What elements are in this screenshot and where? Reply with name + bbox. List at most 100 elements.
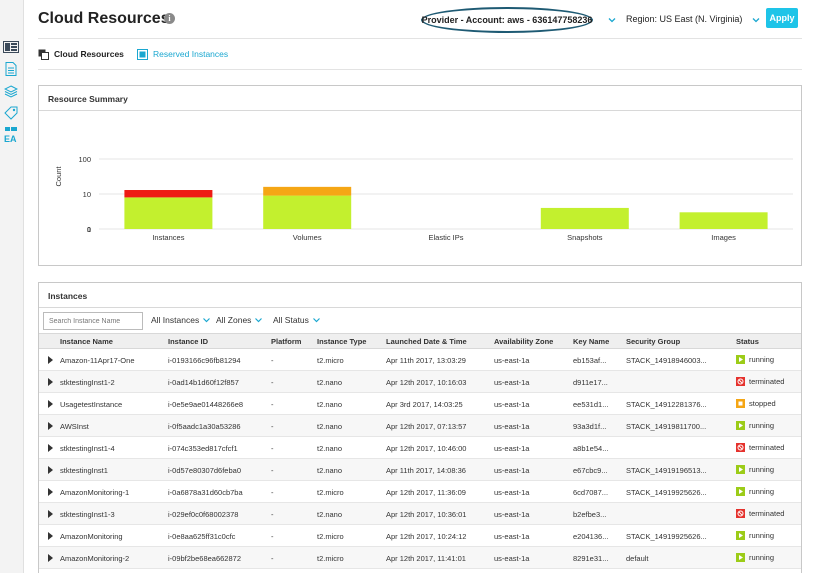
expand-arrow-icon[interactable] — [48, 466, 53, 474]
instance-type-cell: t2.nano — [317, 444, 343, 453]
column-header-platform[interactable]: Platform — [271, 337, 302, 346]
key-name-cell: 93a3d1f... — [573, 422, 607, 431]
launched-date-cell: Apr 12th 2017, 07:13:57 — [386, 422, 467, 431]
key-name-cell: ee531d1... — [573, 400, 609, 409]
table-row[interactable]: AmazonMonitoring-1 i-0a6878a31d60cb7ba - t2… — [39, 481, 801, 503]
filter-zones-dropdown[interactable]: All Zones — [216, 315, 263, 325]
instance-name-cell: stktestingInst1 — [60, 466, 108, 475]
instance-name-cell: Amazon-11Apr17-One — [60, 356, 135, 365]
expand-arrow-icon[interactable] — [48, 554, 53, 562]
table-row[interactable]: AmazonMonitoring i-0e8aa625ff31c0cfc - t2.m… — [39, 525, 801, 547]
table-row[interactable]: AmazonMonitoring-2 i-09bf2be68ea662872 - t2… — [39, 547, 801, 569]
instance-name-cell: stktestingInst1-3 — [60, 510, 115, 519]
table-row[interactable]: Amazon-11Apr17-One i-0193166c96fb81294 - t2… — [39, 349, 801, 371]
dashboard-icon[interactable] — [3, 40, 19, 54]
document-icon[interactable] — [3, 62, 19, 76]
instance-type-cell: t2.nano — [317, 510, 343, 519]
table-row[interactable]: stktestingInst1 i-0d57e80307d6feba0 - t2.na… — [39, 459, 801, 481]
filter-label: All Status — [273, 315, 309, 325]
expand-arrow-icon[interactable] — [48, 532, 53, 540]
y-tick-label: 100 — [78, 155, 91, 164]
x-tick-label: Images — [711, 233, 736, 242]
tag-icon[interactable] — [3, 106, 19, 120]
column-header-key-name[interactable]: Key Name — [573, 337, 610, 346]
tab-cloud-resources[interactable]: Cloud Resources — [38, 47, 124, 61]
layers-icon[interactable] — [3, 84, 19, 98]
expand-arrow-icon[interactable] — [48, 378, 53, 386]
panel-header-divider — [39, 110, 801, 111]
apply-button[interactable]: Apply — [766, 8, 798, 28]
table-row[interactable]: AWSInst i-0f5aadc1a30a53286 - t2.nano Apr 12… — [39, 415, 801, 437]
status-cell: stopped — [736, 399, 776, 408]
tabs-divider — [38, 69, 802, 70]
launched-date-cell: Apr 12th 2017, 10:16:03 — [386, 378, 467, 387]
expand-arrow-icon[interactable] — [48, 400, 53, 408]
column-header-instance-name[interactable]: Instance Name — [60, 337, 113, 346]
instance-id-cell: i-09bf2be68ea662872 — [168, 554, 241, 563]
security-group-cell: STACK_14919811700... — [626, 422, 707, 431]
launched-date-cell: Apr 11th 2017, 13:03:29 — [386, 356, 466, 365]
status-label: terminated — [749, 377, 785, 386]
provider-chevron-down-icon[interactable] — [608, 16, 616, 24]
running-status-icon — [736, 355, 745, 364]
running-status-icon — [736, 421, 745, 430]
column-header-instance-id[interactable]: Instance ID — [168, 337, 209, 346]
instance-type-cell: t2.nano — [317, 400, 343, 409]
panel-title: Instances — [48, 291, 88, 301]
expand-arrow-icon[interactable] — [48, 510, 53, 518]
instance-id-cell: i-074c353ed817cfcf1 — [168, 444, 238, 453]
bar-warning — [263, 186, 352, 196]
platform-cell: - — [271, 466, 274, 475]
availability-zone-cell: us-east-1a — [494, 466, 530, 475]
y-tick-label: 1 — [87, 225, 91, 234]
key-name-cell: a8b1e54... — [573, 444, 609, 453]
column-header-security-group[interactable]: Security Group — [626, 337, 681, 346]
search-instance-input[interactable] — [43, 312, 143, 330]
expand-arrow-icon[interactable] — [48, 422, 53, 430]
region-chevron-down-icon[interactable] — [752, 16, 760, 24]
table-row[interactable]: stktestingInst1-3 i-029ef0c0f68002378 - t2.… — [39, 503, 801, 525]
filter-instances-dropdown[interactable]: All Instances — [151, 315, 211, 325]
info-icon[interactable]: i — [164, 13, 175, 24]
table-row[interactable]: stktestingInst1-2 i-0ad14b1d60f12f857 - t2.… — [39, 371, 801, 393]
column-header-status[interactable]: Status — [736, 337, 759, 346]
column-header-launched[interactable]: Launched Date & Time — [386, 337, 467, 346]
security-group-cell: STACK_14918946003... — [626, 356, 707, 365]
status-label: running — [749, 553, 775, 562]
terminated-status-icon — [736, 377, 745, 386]
instance-id-cell: i-0e8aa625ff31c0cfc — [168, 532, 236, 541]
expand-arrow-icon[interactable] — [48, 444, 53, 452]
instance-name-cell: AmazonMonitoring — [60, 532, 123, 541]
instances-table-header: Instance Name Instance ID Platform Insta… — [39, 333, 801, 349]
column-header-instance-type[interactable]: Instance Type — [317, 337, 367, 346]
left-sidebar: EA — [0, 0, 24, 573]
tab-reserved-instances[interactable]: Reserved Instances — [137, 47, 228, 61]
instance-name-cell: stktestingInst1-2 — [60, 378, 115, 387]
table-row[interactable]: UsagetestInstance i-0e5e9ae01448266e8 - t2.… — [39, 393, 801, 415]
ea-label: EA — [4, 134, 17, 144]
status-label: running — [749, 421, 775, 430]
launched-date-cell: Apr 12th 2017, 11:41:01 — [386, 554, 466, 563]
expand-arrow-icon[interactable] — [48, 356, 53, 364]
column-header-availability-zone[interactable]: Availability Zone — [494, 337, 554, 346]
running-status-icon — [736, 531, 745, 540]
panel-title: Resource Summary — [48, 94, 128, 104]
status-cell: running — [736, 355, 774, 364]
ea-icon[interactable]: EA — [3, 126, 19, 144]
security-group-cell: STACK_14919925626... — [626, 488, 707, 497]
page-title: Cloud Resources — [38, 10, 170, 27]
availability-zone-cell: us-east-1a — [494, 400, 530, 409]
instance-type-cell: t2.micro — [317, 356, 344, 365]
filter-status-dropdown[interactable]: All Status — [273, 315, 320, 325]
provider-account-selector[interactable]: Provider - Account: aws - 636147758236 — [421, 7, 593, 33]
instance-type-cell: t2.micro — [317, 488, 344, 497]
availability-zone-cell: us-east-1a — [494, 510, 530, 519]
table-row[interactable]: stktestingInst1-4 i-074c353ed817cfcf1 - t2.… — [39, 437, 801, 459]
instance-type-cell: t2.nano — [317, 422, 343, 431]
expand-arrow-icon[interactable] — [48, 488, 53, 496]
x-tick-label: Volumes — [293, 233, 322, 242]
launched-date-cell: Apr 12th 2017, 10:24:12 — [386, 532, 467, 541]
status-label: running — [749, 465, 775, 474]
status-cell: running — [736, 553, 774, 562]
region-selector[interactable]: Region: US East (N. Virginia) — [626, 14, 743, 24]
